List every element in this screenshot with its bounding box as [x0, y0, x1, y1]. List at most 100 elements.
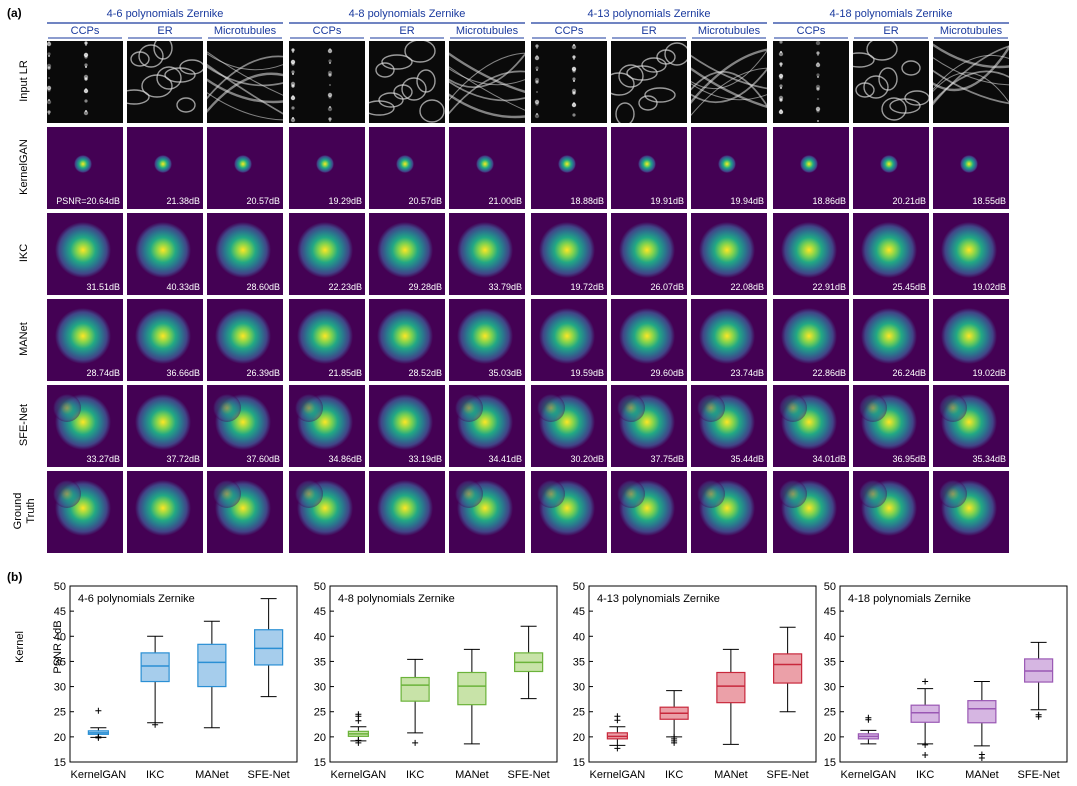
- x-tick-label: KernelGAN: [71, 769, 127, 781]
- outlier-marker: [1035, 711, 1042, 718]
- microtubule: [691, 49, 767, 89]
- microtubule: [691, 67, 767, 117]
- kernel-side-lobe: [779, 394, 807, 422]
- spot: [83, 110, 89, 116]
- kernel-image: [289, 127, 365, 209]
- tile-graphic: [800, 155, 818, 173]
- kernel-image: [853, 127, 929, 209]
- kernel-image: [773, 299, 849, 381]
- kernel-image: [289, 213, 365, 295]
- psnr-label: 25.45dB: [892, 282, 926, 292]
- tile-graphic: [960, 155, 978, 173]
- spot: [47, 110, 51, 114]
- kernel-blob: [699, 308, 755, 364]
- tile-graphic: [558, 155, 576, 173]
- outlier-marker: [978, 751, 985, 758]
- spot: [573, 58, 575, 60]
- kernel-image: [691, 213, 767, 295]
- kernel-side-lobe: [859, 480, 887, 508]
- y-tick-label: 40: [54, 631, 66, 643]
- spot: [48, 77, 50, 79]
- microtubule: [933, 45, 1009, 92]
- tile-graphic: [941, 222, 997, 278]
- kernel-side-lobe: [537, 480, 565, 508]
- er-network: [881, 97, 907, 121]
- column-title: CCPs: [796, 25, 826, 37]
- tile-graphic: [853, 41, 929, 121]
- tile-graphic: [135, 394, 191, 450]
- spot: [572, 113, 576, 117]
- tile-graphic: [369, 41, 445, 123]
- tile-graphic: [377, 308, 433, 364]
- psnr-label: 26.39dB: [246, 368, 280, 378]
- outlier-marker: [922, 678, 929, 685]
- kernel-image: [207, 299, 283, 381]
- spot: [815, 41, 821, 46]
- psnr-label: 21.85dB: [328, 368, 362, 378]
- tile-graphic: [457, 222, 513, 278]
- kernel-image: [773, 471, 849, 553]
- er-network: [138, 44, 164, 68]
- psnr-label: 22.86dB: [812, 368, 846, 378]
- x-tick-label: KernelGAN: [331, 769, 387, 781]
- kernel-image: [47, 213, 123, 295]
- kernel-side-lobe: [939, 480, 967, 508]
- spot: [291, 48, 295, 52]
- spot: [536, 91, 538, 93]
- chart-title: 4-13 polynomials Zernike: [597, 593, 720, 605]
- kernel-blob: [377, 394, 433, 450]
- kernel-side-lobe: [213, 480, 241, 508]
- spot: [817, 98, 819, 100]
- psnr-label: 22.91dB: [812, 282, 846, 292]
- box: [716, 671, 746, 704]
- spot: [84, 63, 88, 67]
- psnr-label: 23.74dB: [730, 368, 764, 378]
- kernel-image: [207, 471, 283, 553]
- kernel-image: [127, 299, 203, 381]
- tile-graphic: [933, 43, 1009, 106]
- kernel-image: [369, 471, 445, 553]
- column-title: CCPs: [312, 25, 342, 37]
- column-title: CCPs: [70, 25, 100, 37]
- tile-graphic: [537, 480, 595, 536]
- kernel-image: [207, 213, 283, 295]
- y-tick-label: 20: [54, 732, 66, 744]
- microtubule: [933, 43, 1009, 69]
- x-tick-label: IKC: [665, 769, 683, 781]
- psnr-label: 28.60dB: [246, 282, 280, 292]
- microtubule: [449, 80, 525, 102]
- spot: [817, 54, 819, 56]
- kernel-side-lobe: [617, 480, 645, 508]
- spot: [329, 62, 331, 64]
- row-label: IKC: [18, 243, 30, 263]
- spot: [572, 77, 576, 81]
- spot: [816, 87, 820, 91]
- kernel-image: [369, 213, 445, 295]
- spot: [291, 106, 295, 110]
- psnr-label: 36.95dB: [892, 454, 926, 464]
- kernel-image: [853, 471, 929, 553]
- tile-graphic: [295, 480, 353, 536]
- x-tick-label: IKC: [146, 769, 164, 781]
- spot: [291, 84, 295, 88]
- y-tick-label: 40: [314, 631, 326, 643]
- tile-graphic: [939, 480, 997, 536]
- spot: [327, 48, 333, 54]
- tile-graphic: [619, 308, 675, 364]
- spot: [85, 66, 87, 68]
- kernel-image: [127, 471, 203, 553]
- psnr-label: 33.19dB: [408, 454, 442, 464]
- input-lr-image: [691, 41, 767, 123]
- kernel-blob: [539, 222, 595, 278]
- x-tick-label: SFE-Net: [1018, 769, 1060, 781]
- tile-graphic: [53, 394, 111, 450]
- kernel-blob: [960, 155, 978, 173]
- kernel-blob: [638, 155, 656, 173]
- psnr-label: 31.51dB: [86, 282, 120, 292]
- psnr-label: 18.88dB: [570, 196, 604, 206]
- kernel-blob: [154, 155, 172, 173]
- tile-graphic: [55, 308, 111, 364]
- spot: [816, 109, 820, 113]
- tile-graphic: [697, 394, 755, 450]
- boxplot-chart: 15 20 25 30 35 40 45 50 4-18 polynomials Zernike…: [824, 581, 1068, 781]
